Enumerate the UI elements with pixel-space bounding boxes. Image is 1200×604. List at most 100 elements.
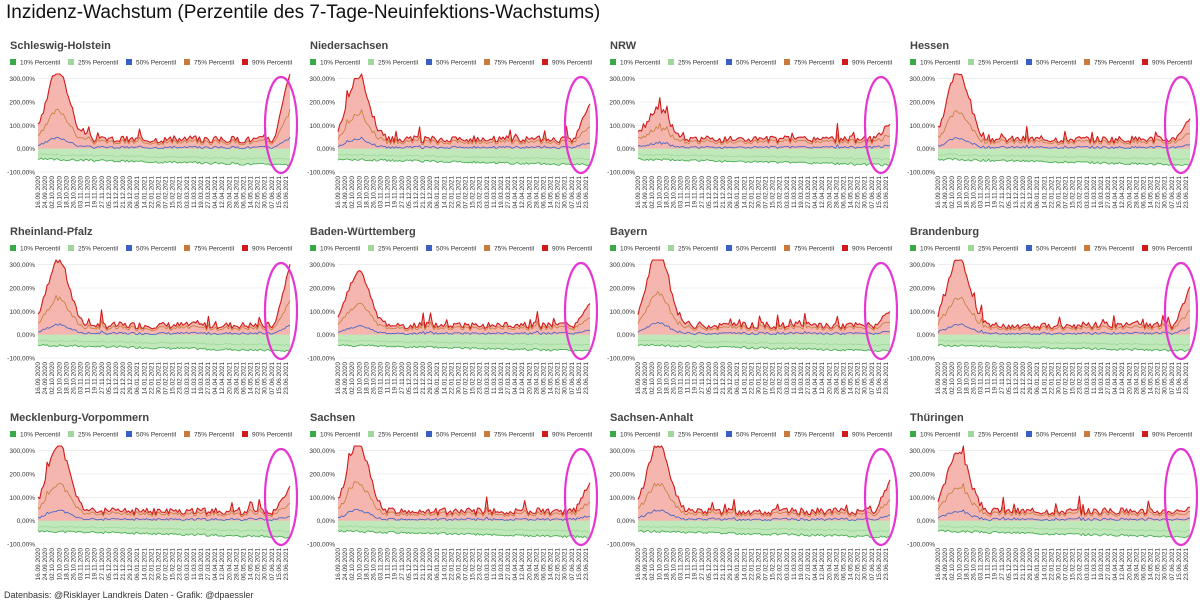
x-tick-label: 30.01.2021	[756, 548, 763, 581]
x-tick-label: 16.09.2020	[935, 176, 942, 209]
highlight-ellipse	[263, 261, 298, 361]
x-tick-label: 21.12.2020	[120, 548, 127, 581]
area-band-upper	[938, 260, 1190, 335]
x-tick-label: 27.03.2021	[1105, 176, 1112, 209]
x-tick-label: 06.01.2021	[434, 362, 441, 395]
x-tick-label: 14.01.2021	[741, 362, 748, 395]
legend-swatch	[910, 59, 916, 65]
x-tick-label: 27.03.2021	[505, 548, 512, 581]
series-line	[337, 344, 591, 352]
series-line	[337, 109, 591, 145]
x-tick-label: 14.01.2021	[1041, 176, 1048, 209]
y-tick-label: 100,00%	[609, 309, 635, 316]
x-tick-label: 15.02.2021	[470, 176, 477, 209]
y-tick-label: 200,00%	[609, 472, 635, 479]
y-tick-label: 0,00%	[917, 518, 936, 525]
legend: 10% Percentil 25% Percentil 50% Percentil 7…	[10, 245, 293, 253]
x-tick-label: 30.01.2021	[1056, 362, 1063, 395]
x-tick-label: 23.06.2021	[583, 362, 590, 395]
x-tick-label: 15.02.2021	[170, 548, 177, 581]
series-line	[337, 509, 591, 521]
y-tick-label: 200,00%	[909, 100, 935, 107]
y-tick-label: -100,00%	[307, 170, 335, 177]
legend-swatch	[726, 59, 732, 65]
series-line	[37, 445, 291, 516]
x-tick-label: 02.10.2020	[649, 176, 656, 209]
highlight-ellipse	[1163, 75, 1198, 175]
legend-swatch	[1084, 59, 1090, 65]
x-tick-label: 20.04.2021	[226, 176, 233, 209]
x-tick-label: 18.10.2020	[363, 176, 370, 209]
y-tick-label: 300,00%	[309, 262, 335, 269]
x-tick-label: 13.12.2020	[713, 176, 720, 209]
y-tick-label: 300,00%	[9, 448, 35, 455]
series-line	[37, 525, 291, 533]
x-tick-label: 26.10.2020	[70, 548, 77, 581]
x-tick-label: 07.02.2021	[163, 362, 170, 395]
y-tick-label: 300,00%	[609, 76, 635, 83]
x-tick-label: 19.03.2021	[498, 548, 505, 581]
x-tick-label: 15.02.2021	[770, 362, 777, 395]
x-tick-label: 20.04.2021	[1126, 176, 1133, 209]
highlight-ellipse	[863, 447, 898, 547]
y-tick-label: 100,00%	[909, 123, 935, 130]
x-tick-label: 23.02.2021	[477, 176, 484, 209]
x-tick-label: 22.05.2021	[1155, 548, 1162, 581]
x-tick-label: 11.11.2020	[985, 176, 992, 208]
legend-swatch	[368, 59, 374, 65]
x-tick-label: 26.10.2020	[370, 362, 377, 395]
chart-svg: 10% Percentil 25% Percentil 50% Percentil 7…	[307, 245, 598, 395]
x-tick-label: 22.01.2021	[448, 548, 455, 581]
chart-grid: 10% Percentil 25% Percentil 50% Percentil 7…	[0, 36, 1200, 591]
x-tick-label: 07.02.2021	[763, 548, 770, 581]
x-tick-label: 11.11.2020	[685, 362, 692, 394]
x-tick-label: 05.12.2020	[1006, 362, 1013, 395]
chart-panel: 10% Percentil 25% Percentil 50% Percentil 7…	[0, 222, 298, 407]
x-tick-label: 29.12.2020	[1027, 548, 1034, 581]
x-tick-label: 22.01.2021	[148, 548, 155, 581]
x-tick-label: 22.05.2021	[855, 362, 862, 395]
x-tick-label: 18.10.2020	[63, 362, 70, 395]
y-tick-label: 300,00%	[309, 448, 335, 455]
x-tick-label: 19.03.2021	[798, 548, 805, 581]
series-line	[937, 323, 1191, 335]
x-tick-label: 13.12.2020	[713, 362, 720, 395]
legend-label: 75% Percentil	[194, 432, 235, 439]
x-tick-label: 29.12.2020	[727, 548, 734, 581]
legend-label: 90% Percentil	[1152, 246, 1193, 253]
x-tick-label: 15.06.2021	[876, 176, 883, 209]
x-tick-label: 19.03.2021	[798, 362, 805, 395]
x-tick-label: 11.03.2021	[1091, 176, 1098, 208]
x-tick-label: 15.02.2021	[170, 176, 177, 209]
x-tick-label: 30.05.2021	[262, 548, 269, 581]
x-tick-label: 27.11.2020	[999, 362, 1006, 394]
x-tick-label: 12.04.2021	[1119, 362, 1126, 395]
x-tick-label: 30.01.2021	[456, 548, 463, 581]
x-tick-label: 22.01.2021	[448, 176, 455, 209]
y-tick-label: 0,00%	[317, 146, 336, 153]
legend: 10% Percentil 25% Percentil 50% Percentil 7…	[10, 59, 293, 67]
series-line	[937, 483, 1191, 517]
x-tick-label: 29.12.2020	[427, 176, 434, 209]
x-tick-label: 14.05.2021	[1148, 362, 1155, 395]
chart-svg: 10% Percentil 25% Percentil 50% Percentil 7…	[7, 245, 298, 395]
y-tick-label: 100,00%	[609, 495, 635, 502]
x-tick-label: 06.01.2021	[734, 548, 741, 581]
x-tick-label: 20.04.2021	[226, 362, 233, 395]
x-tick-label: 03.03.2021	[484, 176, 491, 209]
series-line	[637, 291, 891, 331]
series-line	[337, 158, 591, 167]
legend-swatch	[10, 59, 16, 65]
x-tick-label: 19.11.2020	[392, 176, 399, 208]
y-tick-label: -100,00%	[907, 170, 935, 177]
x-tick-label: 23.06.2021	[883, 548, 890, 581]
area-band-upper	[638, 446, 890, 521]
chart-svg: 10% Percentil 25% Percentil 50% Percentil 7…	[907, 431, 1198, 581]
x-tick-label: 23.06.2021	[883, 362, 890, 395]
x-tick-label: 02.10.2020	[949, 548, 956, 581]
x-tick-label: 24.09.2020	[342, 362, 349, 395]
x-tick-label: 27.03.2021	[1105, 548, 1112, 581]
x-tick-label: 27.11.2020	[99, 176, 106, 208]
x-tick-label: 24.09.2020	[942, 176, 949, 209]
y-tick-label: 0,00%	[617, 332, 636, 339]
